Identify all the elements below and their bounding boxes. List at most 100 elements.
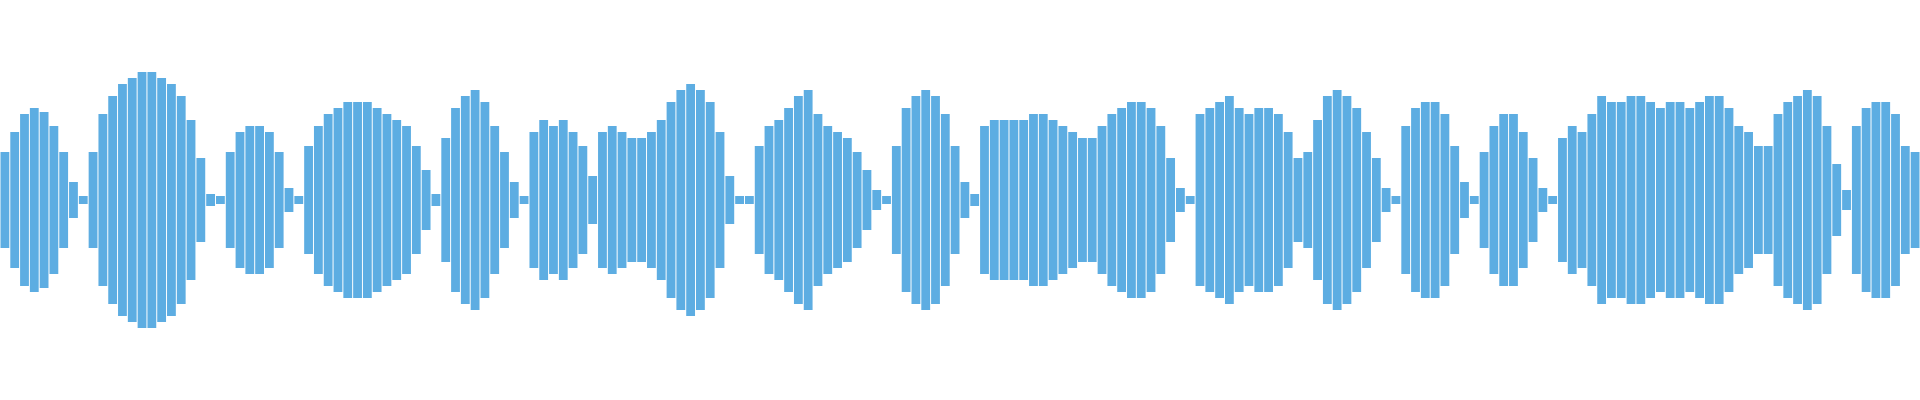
amplitude-bar [49,126,59,274]
amplitude-bar [1283,132,1293,268]
amplitude-bar [1460,182,1469,218]
amplitude-bar [1499,114,1509,286]
amplitude-bar [588,176,598,224]
amplitude-bar [313,126,323,274]
amplitude-bar [1734,126,1744,274]
amplitude-bar [1704,96,1714,304]
amplitude-bar [1107,114,1117,286]
amplitude-bar [59,152,69,248]
amplitude-bar [118,84,127,316]
amplitude-bar [1224,96,1234,304]
amplitude-bar [1176,188,1185,212]
amplitude-bar [1136,102,1146,298]
amplitude-bar [725,176,735,224]
amplitude-bar [1244,114,1254,286]
amplitude-bar [225,152,235,248]
amplitude-bar [1802,90,1812,310]
amplitude-bar [1009,120,1019,280]
amplitude-bar [921,90,931,310]
amplitude-bar [1254,108,1264,292]
amplitude-bar [1019,120,1029,280]
amplitude-bar [39,112,49,288]
amplitude-bar [1156,126,1166,274]
amplitude-bar [823,126,833,274]
amplitude-bar [705,102,715,298]
amplitude-bar [1763,146,1773,254]
amplitude-bar [568,132,578,268]
amplitude-bar [196,158,206,242]
amplitude-bar [647,132,656,268]
amplitude-bar [1773,114,1783,286]
amplitude-bar [451,108,460,292]
amplitude-bar [627,138,637,262]
amplitude-bar [1234,108,1244,292]
amplitude-bar [1078,138,1087,262]
amplitude-bar [774,120,784,280]
amplitude-bar [1430,102,1440,298]
amplitude-bar [882,196,891,204]
amplitude-bar [1362,132,1371,268]
amplitude-bar [764,126,774,274]
amplitude-bar [137,72,147,328]
amplitude-bar [617,132,627,268]
amplitude-bar [1793,96,1802,304]
amplitude-bar [10,132,20,268]
amplitude-bar [970,194,980,206]
amplitude-bar [999,120,1009,280]
amplitude-bar [813,114,823,286]
amplitude-bar [666,102,676,298]
amplitude-bar [1518,132,1528,268]
amplitude-bar [392,120,402,280]
amplitude-bar [1440,114,1450,286]
amplitude-bar [69,182,78,218]
amplitude-bar [1411,108,1420,292]
amplitude-bar [1783,102,1793,298]
amplitude-bar [431,194,441,206]
amplitude-bar [549,126,558,274]
amplitude-bar [1038,114,1048,286]
amplitude-bar [1313,120,1322,280]
amplitude-bar [1538,188,1548,212]
amplitude-bar [980,126,989,274]
amplitude-bar [127,78,137,322]
amplitude-bar [78,196,88,204]
amplitude-bar [931,96,940,304]
amplitude-bar [1900,146,1910,254]
amplitude-bar [1215,102,1224,298]
amplitude-bar [578,146,588,254]
amplitude-bar [304,146,313,254]
amplitude-bar [1714,96,1724,304]
amplitude-bar [176,96,186,304]
amplitude-bar [1597,96,1607,304]
amplitude-bar [480,102,490,298]
amplitude-bar [1058,126,1068,274]
amplitude-bar [686,84,696,316]
amplitude-bar [1753,146,1763,254]
amplitude-bar [1656,108,1665,292]
amplitude-bar [1842,190,1851,210]
amplitude-bar [1185,196,1195,204]
amplitude-bar [1636,96,1646,304]
amplitude-bar [167,84,176,316]
amplitude-bar [1724,108,1734,292]
amplitude-bar [754,146,764,254]
amplitude-bar [1577,132,1587,268]
amplitude-bar [744,196,754,204]
amplitude-bar [1685,108,1695,292]
amplitude-bar [353,102,362,298]
amplitude-bar [598,132,607,268]
amplitude-bar [362,102,372,298]
amplitude-bar [1910,152,1920,248]
amplitude-bar [989,120,999,280]
amplitude-bar [1322,96,1332,304]
amplitude-bar [500,152,509,248]
amplitude-bar [88,152,98,248]
amplitude-bar [411,146,421,254]
amplitude-bar [1558,138,1567,262]
amplitude-bar [1450,146,1460,254]
amplitude-bar [157,78,167,322]
amplitude-bar [696,90,705,310]
amplitude-bar [1567,126,1577,274]
